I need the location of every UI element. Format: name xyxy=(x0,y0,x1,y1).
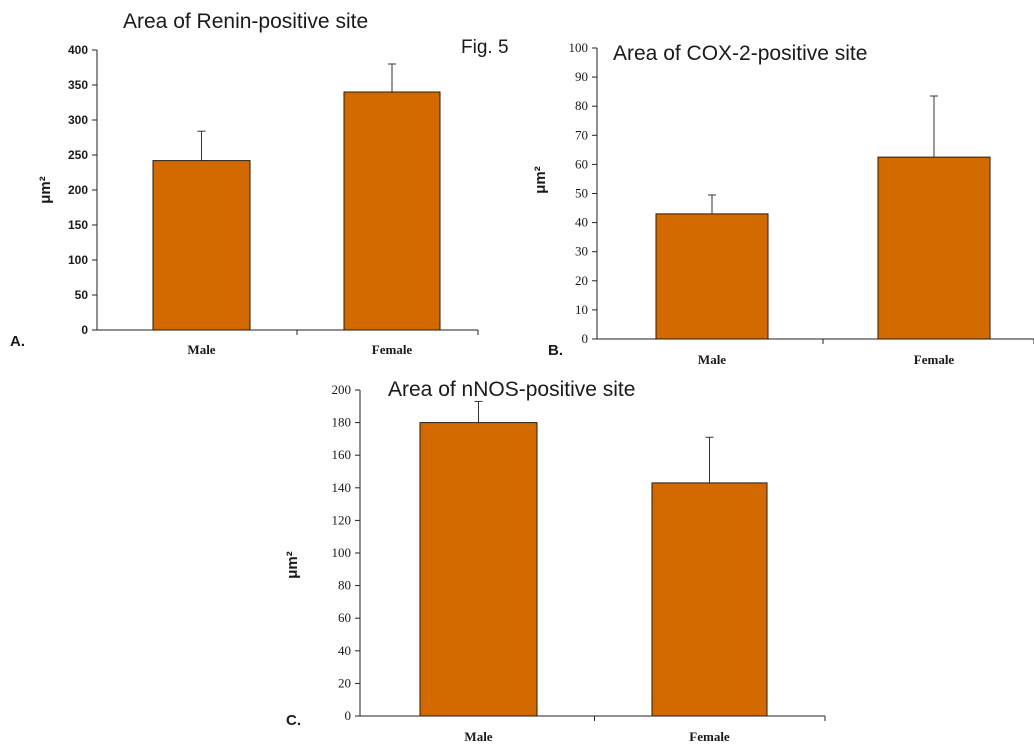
chart-c-ytick-label: 160 xyxy=(332,447,352,462)
chart-b-bar-male xyxy=(655,213,769,340)
chart-c-panel-label: C. xyxy=(286,712,301,729)
chart-a-plot: 0 50 100 150 200 250 300 350 400 Male Female xyxy=(68,43,479,357)
chart-a-ytick-label: 50 xyxy=(75,288,89,302)
chart-c-ytick-label: 120 xyxy=(332,512,352,527)
chart-panel-b: Area of COX-2-positive site μm² B. 0 10 20… xyxy=(532,40,1034,367)
chart-panel-a: Area of Renin-positive site μm² A. 0 50 10… xyxy=(10,10,479,357)
chart-b-title: Area of COX-2-positive site xyxy=(613,42,867,65)
chart-b-ytick-label: 10 xyxy=(575,302,588,317)
chart-c-bar-male xyxy=(419,422,538,717)
chart-a-ytick-label: 300 xyxy=(68,113,88,127)
chart-a-ytick-label: 250 xyxy=(68,148,88,162)
chart-a-ytick-label: 0 xyxy=(81,323,88,337)
chart-a-panel-label: A. xyxy=(10,333,25,350)
chart-c-ytick-label: 140 xyxy=(332,480,352,495)
chart-a-xtick-label: Female xyxy=(372,342,413,357)
chart-b-ytick-label: 0 xyxy=(582,331,589,346)
chart-b-ytick-label: 100 xyxy=(569,40,589,55)
chart-b-ytick-label: 90 xyxy=(575,69,588,84)
chart-b-ylabel: μm² xyxy=(532,166,549,194)
chart-panel-c: Area of nNOS-positive site μm² C. 0 20 40 6… xyxy=(284,378,826,744)
chart-b-ytick-label: 80 xyxy=(575,98,588,113)
chart-a-ytick-label: 100 xyxy=(68,253,88,267)
chart-a-ytick-label: 350 xyxy=(68,78,88,92)
chart-c-xtick-label: Male xyxy=(464,729,492,744)
chart-c-plot: 0 20 40 60 80 100 120 140 160 180 200 Male Female xyxy=(332,382,826,744)
chart-c-ytick-label: 60 xyxy=(338,610,351,625)
chart-b-panel-label: B. xyxy=(548,342,563,359)
chart-b-plot: 0 10 20 30 40 50 60 70 80 90 100 Male Female xyxy=(569,40,1034,367)
chart-b-ytick-label: 30 xyxy=(575,244,588,259)
chart-c-ytick-label: 20 xyxy=(338,675,351,690)
chart-b-ytick-label: 70 xyxy=(575,127,588,142)
chart-a-xtick-label: Male xyxy=(187,342,215,357)
chart-c-ytick-label: 80 xyxy=(338,578,351,593)
chart-c-bar-female xyxy=(651,482,768,717)
chart-c-ytick-label: 180 xyxy=(332,415,352,430)
chart-c-ytick-label: 100 xyxy=(332,545,352,560)
chart-a-ytick-label: 150 xyxy=(68,218,88,232)
chart-a-bar-male xyxy=(152,160,251,331)
chart-a-bar-female xyxy=(343,91,441,331)
chart-c-ytick-label: 0 xyxy=(345,708,352,723)
chart-a-ytick-label: 200 xyxy=(68,183,88,197)
chart-a-title: Area of Renin-positive site xyxy=(123,10,368,33)
chart-c-ylabel: μm² xyxy=(284,551,301,579)
chart-b-ytick-label: 20 xyxy=(575,273,588,288)
chart-b-xtick-label: Male xyxy=(698,352,726,367)
chart-b-ytick-label: 40 xyxy=(575,215,588,230)
chart-a-ylabel: μm² xyxy=(37,176,54,204)
chart-c-title: Area of nNOS-positive site xyxy=(388,378,635,401)
figure-label: Fig. 5 xyxy=(461,37,509,58)
chart-c-ytick-label: 40 xyxy=(338,643,351,658)
chart-b-bar-female xyxy=(877,156,991,340)
chart-c-ytick-label: 200 xyxy=(332,382,352,397)
chart-a-ytick-label: 400 xyxy=(68,43,88,57)
chart-b-ytick-label: 60 xyxy=(575,156,588,171)
chart-b-xtick-label: Female xyxy=(914,352,955,367)
chart-c-xtick-label: Female xyxy=(689,729,730,744)
chart-b-ytick-label: 50 xyxy=(575,186,588,201)
